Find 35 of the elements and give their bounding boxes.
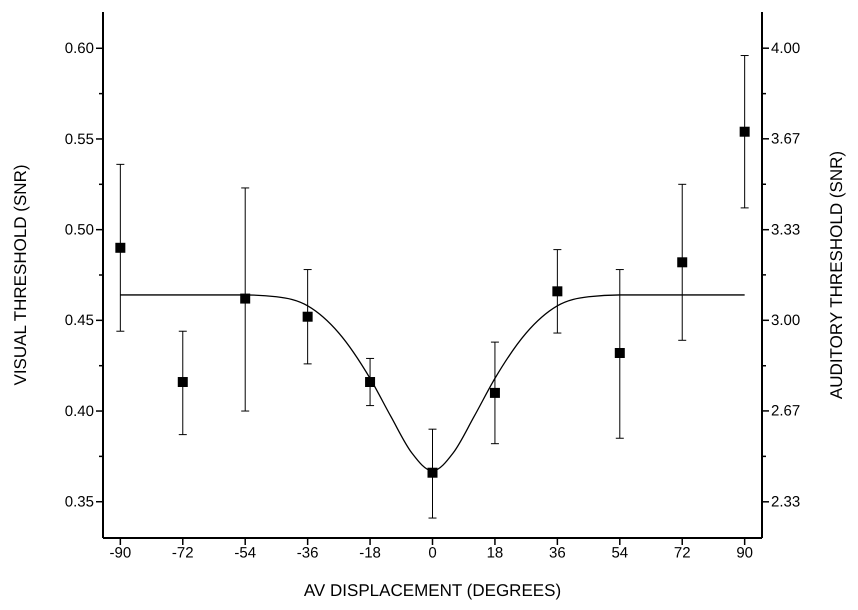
point xyxy=(240,294,250,304)
x-tick-label: -18 xyxy=(359,544,381,562)
point xyxy=(178,377,188,388)
y-tick-label: 0.60 xyxy=(64,40,94,58)
x-tick-label: -72 xyxy=(172,544,194,562)
x-tick-label: 36 xyxy=(549,544,566,562)
x-tick-label: -54 xyxy=(234,544,256,562)
point xyxy=(302,312,313,322)
y2-tick-label: 2.67 xyxy=(771,402,800,420)
y-tick-label: 0.45 xyxy=(64,312,94,330)
point xyxy=(677,257,688,268)
x-tick-label: 54 xyxy=(611,544,628,562)
x-tick-label: -90 xyxy=(110,544,132,562)
y2-tick-label: 4.00 xyxy=(771,40,800,57)
x-tick-label: -36 xyxy=(296,544,318,562)
point xyxy=(490,388,500,398)
x-tick-label: 90 xyxy=(736,544,753,562)
y2-tick-label: 3.67 xyxy=(771,130,800,148)
point xyxy=(614,348,625,358)
x-tick-label: 72 xyxy=(674,544,691,562)
y2-tick-label: 2.33 xyxy=(771,494,800,511)
point xyxy=(552,286,562,296)
point xyxy=(740,126,750,137)
x-tick-label: 18 xyxy=(486,544,504,562)
y-axis-title: VISUAL THRESHOLD (SNR) xyxy=(11,164,30,386)
x-tick-label: 0 xyxy=(428,544,437,562)
y2-axis-title: AUDITORY THRESHOLD (SNR) xyxy=(827,150,846,400)
x-axis-title: AV DISPLACEMENT (DEGREES) xyxy=(304,581,562,600)
y-tick-label: 0.40 xyxy=(64,402,94,420)
y2-tick-label: 3.00 xyxy=(771,312,800,330)
y2-tick-label: 3.33 xyxy=(771,221,800,238)
point xyxy=(115,242,126,253)
y-tick-label: 0.50 xyxy=(64,221,94,238)
y-tick-label: 0.35 xyxy=(64,494,94,511)
y-tick-label: 0.55 xyxy=(64,130,94,148)
